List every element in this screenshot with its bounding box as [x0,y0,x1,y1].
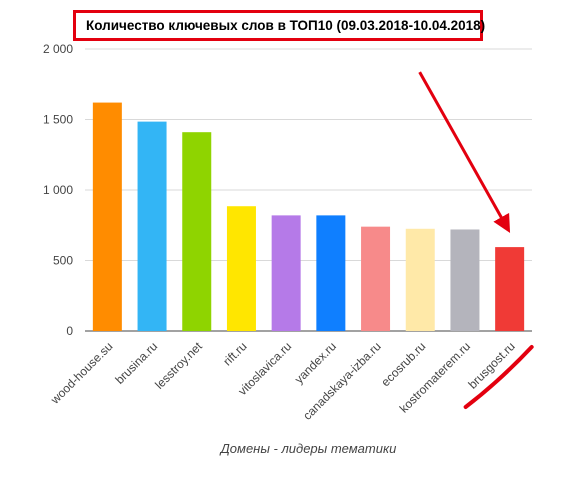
bar-ecosrub-ru [405,228,435,331]
chart-title-text: Количество ключевых слов в ТОП10 (09.03.… [86,18,486,33]
bar-brusgost-ru [495,247,525,331]
annotation-underline [463,345,534,409]
y-tick-label: 1 500 [43,113,73,127]
bar-kostromaterem-ru [450,229,480,331]
chart-title: Количество ключевых слов в ТОП10 (09.03.… [73,10,486,41]
bar-brusina-ru [137,121,167,332]
bars [92,102,525,332]
x-axis-label: Домены - лидеры тематики [220,441,397,456]
x-tick-label: wood-house.su [47,339,115,407]
y-tick-label: 2 000 [43,42,73,56]
bar-yandex-ru [316,215,346,331]
y-tick-label: 1 000 [43,183,73,197]
bar-wood-house-su [92,102,122,331]
y-axis-ticks: 0 500 1 000 1 500 2 000 [43,42,73,338]
x-tick-label: brusina.ru [113,339,161,387]
bar-rift-ru [226,206,256,331]
bar-vitoslavica-ru [271,215,301,331]
y-tick-label: 0 [66,324,73,338]
annotation-arrow [418,71,511,233]
x-tick-label: lesstroy.net [152,339,205,392]
x-tick-label: yandex.ru [292,339,339,386]
bar-lesstroy-net [182,132,212,331]
x-tick-label: canadskaya-izba.ru [300,339,383,422]
annotation [418,71,534,409]
bar-canadskaya-izba-ru [361,226,391,331]
x-tick-label: rift.ru [220,339,249,368]
y-tick-label: 500 [53,254,73,268]
